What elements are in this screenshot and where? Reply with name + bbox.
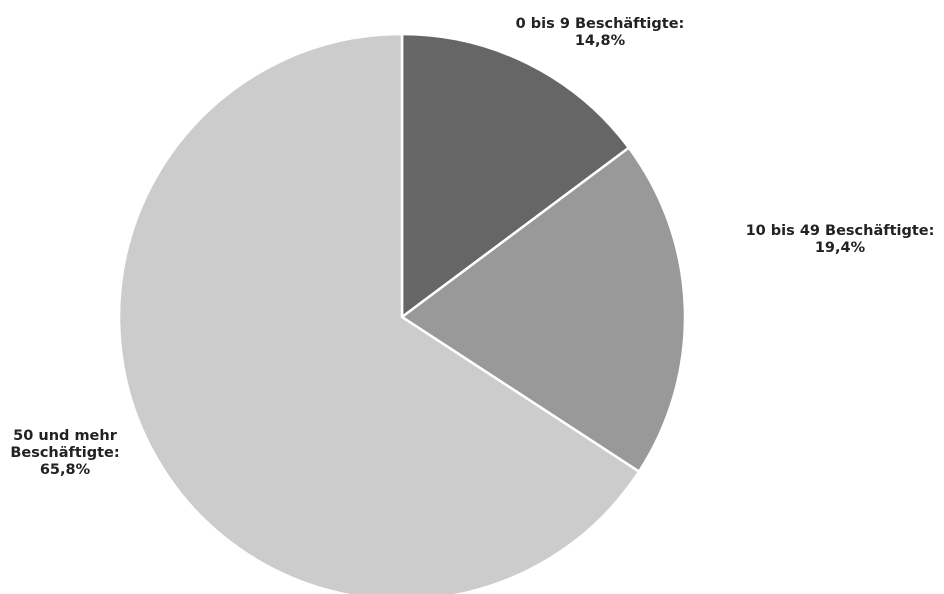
pie-slice-0-to-9-employees [400, 32, 631, 319]
slice-label-value: 19,4% [814, 240, 866, 256]
slice-label-10-to-49-employees: 10 bis 49 Beschäftigte: 19,4% [720, 223, 944, 257]
slice-label-0-to-9-employees: 0 bis 9 Beschäftigte: 14,8% [480, 16, 720, 50]
pie-slice-50-plus-employees [117, 32, 641, 594]
slice-label-value: 14,8% [574, 33, 626, 49]
slice-label-text-line-2: Beschäftigte: [10, 445, 120, 461]
slice-label-text-line-1: 50 und mehr [13, 428, 117, 444]
slice-label-value: 65,8% [39, 462, 91, 478]
slice-label-text: 10 bis 49 Beschäftigte: [745, 223, 935, 239]
slice-label-text: 0 bis 9 Beschäftigte: [515, 16, 685, 32]
pie-slice-10-to-49-employees [400, 146, 687, 473]
slice-label-50-plus-employees: 50 und mehr Beschäftigte: 65,8% [0, 428, 140, 479]
